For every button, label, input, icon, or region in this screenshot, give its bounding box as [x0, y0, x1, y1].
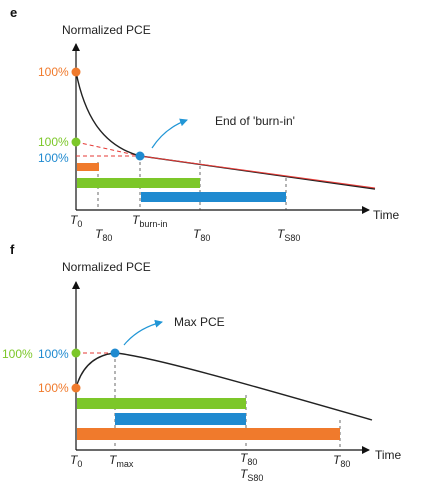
panel-f-blue-marker: [110, 348, 120, 358]
panel-f-t0-label: T0: [70, 453, 82, 469]
panel-f-annotation: Max PCE: [174, 315, 225, 329]
panel-f: f Normalized PCE Time 100% 100% 100% Max…: [2, 242, 402, 483]
panel-e-pct-blue: 100%: [38, 151, 69, 165]
panel-e-pct-green: 100%: [38, 135, 69, 149]
panel-e-orange-bar: [77, 163, 99, 171]
panel-e-orange-marker: [71, 67, 81, 77]
panel-f-letter: f: [10, 242, 15, 257]
panel-f-t80g-label: T80: [240, 451, 257, 467]
panel-e-green-marker: [71, 137, 81, 147]
panel-e-ts80-label: TS80: [277, 227, 300, 243]
panel-e-blue-marker: [135, 151, 145, 161]
panel-e-annotation-arrow: [151, 118, 188, 149]
panel-f-tmax-label: Tmax: [109, 453, 134, 469]
panel-f-orange-bar: [77, 428, 340, 440]
panel-f-pct-orange: 100%: [38, 381, 69, 395]
panel-e: e Normalized PCE Time 100% 100% 100% End…: [10, 5, 400, 243]
panel-f-pce-curve: [75, 352, 373, 421]
panel-e-t80b-label: T80: [193, 227, 210, 243]
panel-f-orange-marker: [71, 383, 81, 393]
panel-e-blue-bar: [141, 192, 286, 202]
panel-e-linear-fit: [139, 155, 376, 189]
panel-e-x-axis-label: Time: [373, 208, 400, 222]
panel-f-annotation-arrow: [123, 319, 163, 346]
panel-e-t0-label: T0: [70, 213, 82, 229]
panel-e-y-axis-label: Normalized PCE: [62, 23, 151, 37]
panel-f-ts80-label: TS80: [240, 467, 263, 483]
panel-e-t80a-label: T80: [95, 227, 112, 243]
panel-e-tburn-label: Tburn-in: [132, 213, 167, 229]
panel-f-green-marker: [71, 348, 81, 358]
panel-e-dash-green-line: [75, 141, 141, 157]
panel-f-x-axis-label: Time: [375, 448, 402, 462]
panel-e-annotation: End of 'burn-in': [215, 114, 295, 128]
panel-f-green-bar: [77, 398, 246, 409]
panel-e-pct-orange: 100%: [38, 65, 69, 79]
panel-f-pct-blue: 100%: [38, 347, 69, 361]
panel-f-pct-green: 100%: [2, 347, 33, 361]
panel-f-t80o-label: T80: [333, 453, 350, 469]
panel-e-letter: e: [10, 5, 17, 20]
panel-f-y-axis-label: Normalized PCE: [62, 260, 151, 274]
panel-f-blue-bar: [115, 413, 246, 425]
panel-e-green-bar: [77, 178, 200, 188]
panel-e-pce-curve: [75, 71, 376, 190]
